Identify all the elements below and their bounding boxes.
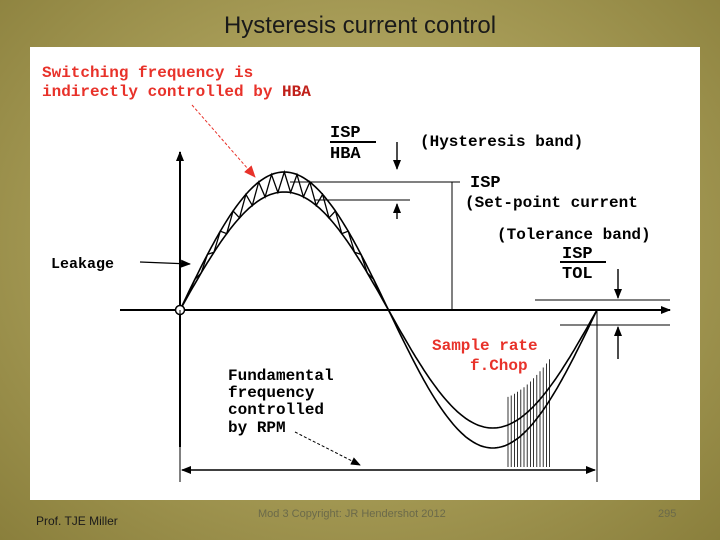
leakage-arrow	[139, 259, 191, 268]
footer-author: Prof. TJE Miller	[36, 514, 118, 528]
tolerance-band-label: (Tolerance band)	[497, 226, 651, 244]
tol-denominator: TOL	[562, 265, 593, 284]
fundamental-line-4: by RPM	[228, 419, 286, 437]
fundamental-line-2: frequency	[228, 384, 315, 402]
diagram-panel: Switching frequency is indirectly contro…	[30, 47, 700, 500]
leakage-label: Leakage	[51, 256, 114, 273]
note-line-1: Switching frequency is	[42, 64, 253, 82]
hba-numerator: ISP	[330, 124, 361, 143]
fundamental-line-1: Fundamental	[228, 367, 334, 385]
slide-title: Hysteresis current control	[223, 12, 497, 39]
fundamental-line-3: controlled	[228, 401, 324, 419]
setpoint-label: (Set-point current	[465, 194, 638, 212]
hba-pointer-arrow	[191, 104, 256, 178]
note-line-2: indirectly controlled by HBA	[42, 83, 311, 101]
tol-numerator: ISP	[562, 245, 593, 264]
switching-ripple	[187, 169, 381, 296]
sample-rate-label-1: Sample rate	[432, 337, 538, 355]
footer-copyright: Mod 3 Copyright: JR Hendershot 2012	[258, 508, 446, 520]
sample-rate-label-2: f.Chop	[470, 357, 528, 375]
footer-page-number: 295	[658, 508, 677, 520]
fundamental-pointer-arrow	[294, 431, 361, 466]
hba-denominator: HBA	[330, 145, 361, 164]
sample-lines	[507, 359, 550, 467]
hysteresis-band-label: (Hysteresis band)	[420, 133, 583, 151]
isp-label: ISP	[470, 174, 501, 193]
hysteresis-diagram: Switching frequency is indirectly contro…	[42, 64, 671, 482]
